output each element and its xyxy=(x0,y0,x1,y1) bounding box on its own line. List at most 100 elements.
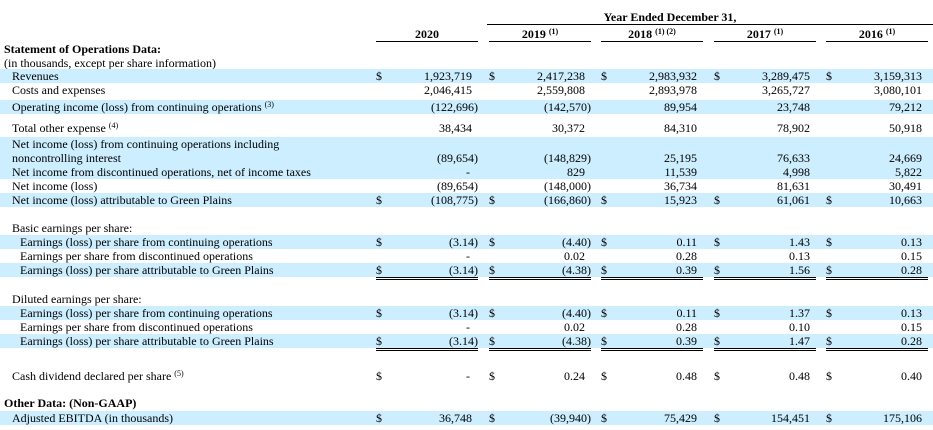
cell-value: 3,080,101 xyxy=(874,83,922,97)
row-label: Diluted earnings per share: xyxy=(12,292,142,306)
value-cell: $36,748 xyxy=(376,411,478,425)
dollar-sign: $ xyxy=(489,369,495,383)
cell-value: 0.28 xyxy=(676,249,697,263)
dollar-sign: $ xyxy=(489,69,495,83)
value-cell: $175,106 xyxy=(826,411,928,425)
cell-value: 0.15 xyxy=(901,320,922,334)
cell-value: 0.02 xyxy=(564,249,585,263)
dollar-sign: $ xyxy=(601,69,607,83)
value-cell: $3,159,313 xyxy=(826,69,928,83)
value-cell: $ (4.38) xyxy=(489,263,591,280)
row-label: Other Data: (Non-GAAP) xyxy=(4,396,137,410)
footnote-ref: (3) xyxy=(264,100,274,109)
header-year: 2019 (1) xyxy=(521,27,559,41)
cell-value: 1.43 xyxy=(789,235,810,249)
value-cell: $ (3.14) xyxy=(376,263,478,280)
cell-value: - xyxy=(466,165,470,179)
value-cell: $ (4.38) xyxy=(489,334,591,351)
cell-value: (4.38) xyxy=(562,263,591,277)
dollar-sign: $ xyxy=(489,263,495,277)
dollar-sign: $ xyxy=(489,334,495,348)
value-cell: $15,923 xyxy=(601,193,703,207)
value-cell: $2,983,932 xyxy=(601,69,703,83)
dollar-sign: $ xyxy=(714,263,720,277)
row-label: noncontrolling interest xyxy=(12,151,121,165)
row-label: Earnings (loss) per share from continuin… xyxy=(20,306,273,320)
value-cell: $1.43 xyxy=(714,235,816,249)
cell-value: 84,310 xyxy=(664,121,697,135)
cell-value: (89,654) xyxy=(437,151,478,165)
table-row: Operating income (loss) from continuing … xyxy=(0,100,933,114)
cell-value: 829 xyxy=(567,165,585,179)
cell-value: (148,829) xyxy=(544,151,591,165)
cell-value: 0.28 xyxy=(901,334,922,348)
value-cell: $0.13 xyxy=(826,235,928,249)
value-cell: - xyxy=(376,249,478,264)
value-cell: - xyxy=(376,165,478,179)
value-cell: 78,902 xyxy=(714,121,816,135)
value-cell: $0.28 xyxy=(826,334,928,351)
value-cell: $ (4.40) xyxy=(489,235,591,249)
cell-value: (3.14) xyxy=(449,235,478,249)
header-year: 2018 (1) (2) xyxy=(628,27,676,41)
cell-value: 175,106 xyxy=(883,411,922,425)
cell-value: (4.40) xyxy=(562,306,591,320)
value-cell: 2,046,415 xyxy=(376,83,478,97)
cell-value: 3,159,313 xyxy=(874,69,922,83)
row-label: Statement of Operations Data: xyxy=(4,42,161,56)
value-cell: $ - xyxy=(376,369,478,383)
cell-value: 0.28 xyxy=(676,320,697,334)
value-cell: $2,417,238 xyxy=(489,69,591,83)
value-cell: 4,998 xyxy=(714,165,816,179)
dollar-sign: $ xyxy=(714,235,720,249)
value-cell: $ (3.14) xyxy=(376,306,478,320)
cell-value: 50,918 xyxy=(889,121,922,135)
value-cell: 84,310 xyxy=(601,121,703,135)
row-label: Cash dividend declared per share (5) xyxy=(12,369,184,383)
value-cell: 5,822 xyxy=(826,165,928,179)
value-cell: $0.39 xyxy=(601,334,703,351)
row-label: Earnings (loss) per share from continuin… xyxy=(20,235,273,249)
dollar-sign: $ xyxy=(826,69,832,83)
value-cell: 25,195 xyxy=(601,151,703,165)
dollar-sign: $ xyxy=(376,69,382,83)
cell-value: 89,954 xyxy=(664,100,697,114)
footnote-ref: (4) xyxy=(108,121,119,130)
cell-value: 0.11 xyxy=(676,306,697,320)
cell-value: 0.24 xyxy=(564,369,585,383)
table-row: Other Data: (Non-GAAP) xyxy=(0,396,933,410)
cell-value: 0.39 xyxy=(676,263,697,277)
table-row: Total other expense (4) 38,434 30,372 84,31… xyxy=(0,121,933,135)
value-cell: 23,748 xyxy=(714,100,816,114)
value-cell: 24,669 xyxy=(826,151,928,165)
cell-value: 1.56 xyxy=(789,263,810,277)
header-year-rule xyxy=(826,41,928,42)
cell-value: (89,654) xyxy=(437,179,478,193)
cell-value: 0.39 xyxy=(676,334,697,348)
cell-value: (3.14) xyxy=(449,306,478,320)
cell-value: 5,822 xyxy=(895,165,922,179)
dollar-sign: $ xyxy=(714,69,720,83)
value-cell: 30,372 xyxy=(489,121,591,135)
cell-value: 0.48 xyxy=(789,369,810,383)
cell-value: 0.10 xyxy=(789,320,810,334)
cell-value: 30,491 xyxy=(889,179,922,193)
value-cell: 50,918 xyxy=(826,121,928,135)
dollar-sign: $ xyxy=(826,334,832,348)
dollar-sign: $ xyxy=(376,411,382,425)
header-years-row: 2020 2019 (1) 2018 (1) (2) 2017 (1) 2016… xyxy=(0,27,933,41)
table-row: Cash dividend declared per share (5) $ - $0… xyxy=(0,369,933,383)
row-label: Earnings per share from discontinued ope… xyxy=(20,249,253,263)
table-row: Earnings per share from discontinued ope… xyxy=(0,249,933,264)
value-cell: 81,631 xyxy=(714,179,816,193)
table-row: Earnings (loss) per share from continuin… xyxy=(0,306,933,320)
row-label: Earnings (loss) per share attributable t… xyxy=(20,263,274,277)
header-year-rule xyxy=(489,41,591,42)
value-cell: $ (108,775) xyxy=(376,193,478,207)
value-cell: $0.48 xyxy=(714,369,816,383)
row-label: (in thousands, except per share informat… xyxy=(4,56,216,70)
header-period-row: Year Ended December 31, xyxy=(0,10,933,24)
cell-value: 1.37 xyxy=(789,306,810,320)
value-cell: $0.40 xyxy=(826,369,928,383)
cell-value: 0.02 xyxy=(564,320,585,334)
